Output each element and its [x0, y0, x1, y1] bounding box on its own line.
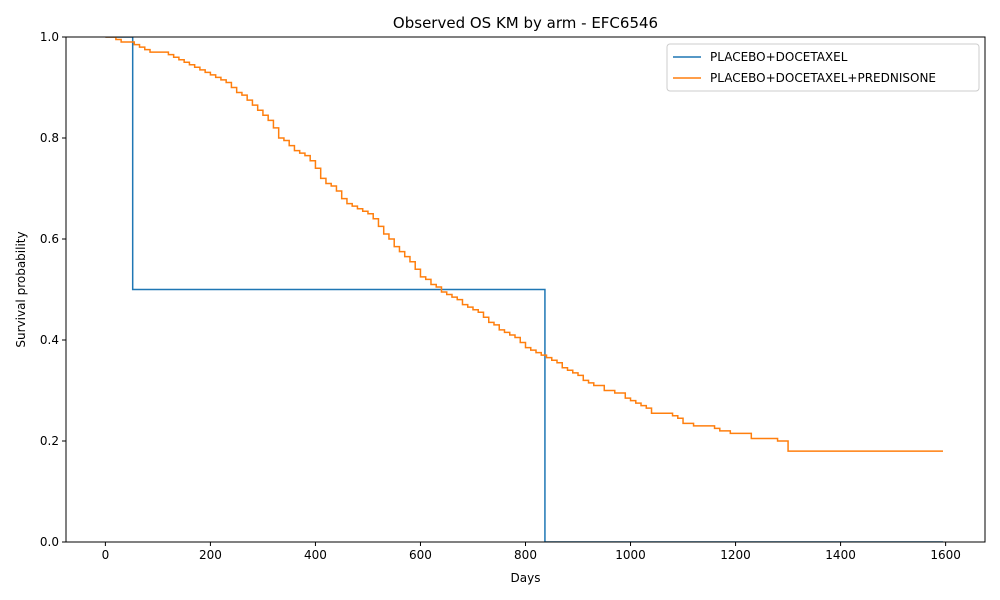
- x-tick-label: 600: [409, 548, 432, 562]
- x-tick-label: 1200: [720, 548, 751, 562]
- y-tick-label: 0.0: [40, 535, 59, 549]
- x-tick-label: 1000: [615, 548, 646, 562]
- chart-title: Observed OS KM by arm - EFC6546: [393, 14, 658, 32]
- series-line-0: [105, 37, 943, 542]
- y-tick-label: 1.0: [40, 30, 59, 44]
- legend-label: PLACEBO+DOCETAXEL: [710, 50, 848, 64]
- x-axis-title: Days: [511, 571, 541, 585]
- x-tick-label: 800: [514, 548, 537, 562]
- series-line-1: [105, 37, 943, 452]
- legend: PLACEBO+DOCETAXEL PLACEBO+DOCETAXEL+PREDN…: [666, 43, 980, 92]
- x-tick-label: 1600: [930, 548, 961, 562]
- legend-label: PLACEBO+DOCETAXEL+PREDNISONE: [710, 71, 936, 85]
- x-tick-label: 0: [102, 548, 110, 562]
- x-axis: 0 200 400 600 800 1000 1200 1400 1600: [102, 542, 961, 562]
- y-tick-label: 0.8: [40, 131, 59, 145]
- legend-box: [666, 43, 980, 92]
- series-layer: [105, 37, 943, 542]
- y-tick-label: 0.2: [40, 434, 59, 448]
- y-tick-label: 0.6: [40, 232, 59, 246]
- x-tick-label: 400: [304, 548, 327, 562]
- plot-area: [65, 36, 986, 543]
- y-axis: 0.0 0.2 0.4 0.6 0.8 1.0: [40, 30, 66, 549]
- y-axis-title: Survival probability: [14, 231, 28, 347]
- x-tick-label: 200: [199, 548, 222, 562]
- x-tick-label: 1400: [825, 548, 856, 562]
- y-tick-label: 0.4: [40, 333, 59, 347]
